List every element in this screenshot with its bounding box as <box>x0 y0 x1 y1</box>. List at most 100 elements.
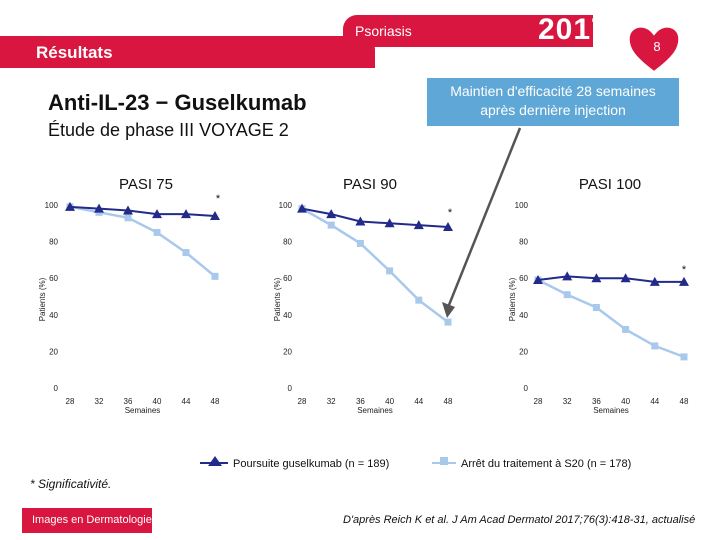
chart1-ytick-label: 100 <box>45 201 59 210</box>
chart2-point-stopped <box>444 318 452 326</box>
chart2-ytick-label: 80 <box>283 238 292 247</box>
chart3-series-stopped-line <box>537 278 685 359</box>
chart2-xtick-label: 32 <box>327 397 336 406</box>
chart1-title: PASI 75 <box>119 176 173 193</box>
chart3-point-stopped <box>563 291 571 299</box>
chart3-xlabel: Semaines <box>593 406 629 415</box>
chart1-point-continued <box>94 203 104 213</box>
slide-title: Anti-IL-23 − Guselkumab <box>48 90 307 115</box>
chart3-ytick-label: 0 <box>524 384 529 393</box>
chart2-xtick-label: 36 <box>356 397 365 406</box>
chart1-ytick-label: 0 <box>54 384 59 393</box>
callout-line-1: Maintien d'efficacité 28 semaines <box>450 83 656 99</box>
callout-arrow-head <box>442 302 455 318</box>
chart2-point-continued <box>355 216 366 226</box>
chart2-point-stopped <box>415 296 423 304</box>
chart1-series-continued-line <box>69 205 216 217</box>
chart1-ylabel: Patients (%) <box>38 277 47 321</box>
chart1-xtick-label: 36 <box>124 397 133 406</box>
chart2-point-continued <box>413 220 424 230</box>
chart2-xtick-label: 48 <box>444 397 453 406</box>
callout-arrow <box>445 127 522 311</box>
chart2-xtick-label: 40 <box>385 397 394 406</box>
page-number: 8 <box>653 39 661 54</box>
chart3-xtick-label: 28 <box>534 397 543 406</box>
chart2-ytick-label: 20 <box>283 347 292 356</box>
chart1-point-stopped <box>124 214 132 222</box>
chart3-ytick-label: 20 <box>519 347 528 356</box>
chart2-xlabel: Semaines <box>357 406 393 415</box>
chart3-point-stopped <box>651 342 659 350</box>
chart2-point-stopped <box>327 221 335 229</box>
chart2-point-stopped <box>386 267 394 275</box>
chart3-point-stopped <box>680 353 688 361</box>
heart-icon <box>627 25 681 74</box>
chart3-ytick-label: 100 <box>515 201 529 210</box>
header-tab-label: Psoriasis <box>355 23 412 39</box>
chart2-significance-mark: * <box>448 207 453 219</box>
chart1-point-continued <box>65 201 75 211</box>
chart1-point-continued <box>210 210 220 220</box>
chart2-ytick-label: 40 <box>283 311 292 320</box>
chart1-ytick-label: 20 <box>49 347 58 356</box>
callout-line-2: après dernière injection <box>480 102 626 118</box>
chart3-point-continued <box>649 276 660 286</box>
chart2-ytick-label: 0 <box>288 384 293 393</box>
chart3-point-continued <box>533 275 543 285</box>
chart3-point-continued <box>591 273 602 283</box>
chart2-point-continued <box>384 218 395 228</box>
chart1-point-stopped <box>182 249 190 257</box>
legend-continued-label: Poursuite guselkumab (n = 189) <box>233 458 390 470</box>
header-year: 2017 <box>538 13 609 46</box>
chart2-point-stopped <box>356 239 364 247</box>
chart2-title: PASI 90 <box>343 176 397 193</box>
footer-left: Images en Dermatologie <box>32 514 152 526</box>
chart1-xlabel: Semaines <box>125 406 161 415</box>
chart2-ylabel: Patients (%) <box>273 277 282 321</box>
header-tab <box>343 15 593 47</box>
chart1-point-continued <box>152 209 162 219</box>
footer-reference: D'après Reich K et al. J Am Acad Dermato… <box>343 514 696 526</box>
chart3-point-stopped <box>622 325 630 333</box>
chart2-point-continued <box>443 221 453 231</box>
chart2-ytick-label: 60 <box>283 274 292 283</box>
chart2-xtick-label: 44 <box>414 397 423 406</box>
chart2-series-stopped-line <box>301 207 449 324</box>
chart3-xtick-label: 44 <box>650 397 659 406</box>
section-title: Résultats <box>36 43 113 62</box>
chart1-significance-mark: * <box>216 193 221 205</box>
legend-continued-marker <box>208 456 222 466</box>
chart2-series-continued-line <box>301 207 449 228</box>
chart2-xtick-label: 28 <box>298 397 307 406</box>
callout-box: Maintien d'efficacité 28 semaines après … <box>427 78 679 126</box>
chart3-point-continued <box>679 276 689 286</box>
chart2-ytick-label: 100 <box>279 201 293 210</box>
chart1-point-continued <box>123 205 133 215</box>
footnote: * Significativité. <box>30 477 112 491</box>
legend-stopped-label: Arrêt du traitement à S20 (n = 178) <box>461 458 632 470</box>
chart3-xtick-label: 48 <box>680 397 689 406</box>
footer-badge <box>22 508 152 533</box>
legend-stopped-marker <box>440 457 448 465</box>
chart3-series-continued-line <box>537 275 684 283</box>
chart3-ytick-label: 60 <box>519 274 528 283</box>
section-bar <box>0 36 375 68</box>
chart1-point-stopped <box>153 228 161 236</box>
chart1-xtick-label: 48 <box>211 397 220 406</box>
slide-subtitle: Étude de phase III VOYAGE 2 <box>48 120 289 140</box>
chart1-ytick-label: 40 <box>49 311 58 320</box>
chart3-ytick-label: 40 <box>519 311 528 320</box>
chart3-ylabel: Patients (%) <box>508 277 517 321</box>
chart1-xtick-label: 32 <box>95 397 104 406</box>
chart1-point-stopped <box>211 272 219 280</box>
chart3-xtick-label: 36 <box>592 397 601 406</box>
chart3-title: PASI 100 <box>579 176 641 193</box>
chart3-ytick-label: 80 <box>519 238 528 247</box>
chart3-point-continued <box>620 273 631 283</box>
chart3-xtick-label: 32 <box>563 397 572 406</box>
chart3-xtick-label: 40 <box>621 397 630 406</box>
chart3-point-continued <box>562 271 573 281</box>
chart1-ytick-label: 80 <box>49 238 58 247</box>
chart1-series-stopped-line <box>69 205 216 278</box>
